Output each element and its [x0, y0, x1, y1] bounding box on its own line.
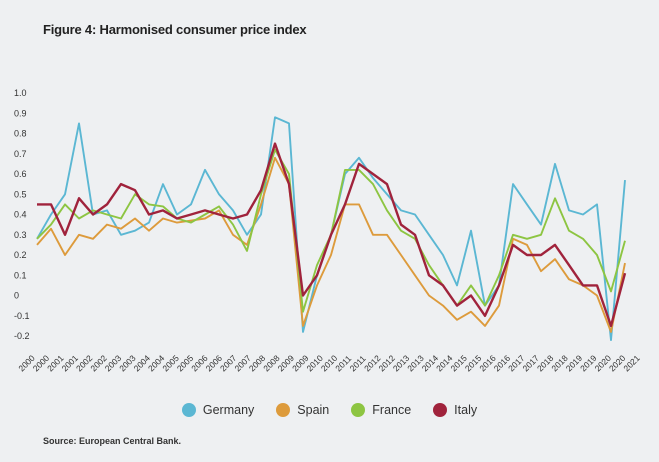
series-line-spain	[36, 156, 626, 333]
y-tick-label: 0.6	[14, 169, 27, 179]
x-tick-label: 2021	[621, 353, 642, 374]
legend-label: Spain	[297, 403, 330, 417]
y-tick-label: 0.3	[14, 230, 27, 240]
y-tick-label: 0.7	[14, 149, 27, 159]
x-axis: 2000200020012001200220022003200320042004…	[16, 353, 642, 374]
y-tick-label: 0.2	[14, 250, 27, 260]
y-tick-label: -0.1	[14, 311, 30, 321]
chart-title: Figure 4: Harmonised consumer price inde…	[43, 22, 307, 37]
legend-label: France	[372, 403, 412, 417]
series-line-italy	[37, 142, 627, 328]
legend-label: Germany	[202, 403, 255, 417]
series-line-germany	[36, 116, 626, 342]
y-tick-label: 1.0	[14, 88, 27, 98]
legend-swatch	[276, 403, 291, 417]
series-lines	[36, 116, 627, 342]
legend-item-germany: Germany	[181, 403, 255, 417]
legend-swatch	[181, 403, 196, 417]
source-note: Source: European Central Bank.	[43, 436, 182, 446]
y-axis: 1.0 0.9 0.8 0.7 0.6 0.5 0.4 0.3 0.2 0.1 0 -0.1 -0.2	[14, 88, 30, 341]
y-tick-label: 0.4	[14, 210, 27, 220]
legend-item-france: France	[351, 403, 411, 417]
y-tick-label: 0.8	[14, 129, 27, 139]
legend-item-italy: Italy	[433, 403, 477, 417]
y-tick-label: 0.9	[14, 108, 27, 118]
series-line-france	[36, 148, 626, 313]
legend-label: Italy	[454, 403, 478, 417]
y-tick-label: -0.2	[14, 331, 30, 341]
legend-swatch	[351, 403, 366, 417]
legend-item-spain: Spain	[276, 403, 329, 417]
legend-swatch	[433, 403, 448, 417]
y-tick-label: 0.5	[14, 189, 27, 199]
y-tick-label: 0.1	[14, 270, 27, 280]
y-tick-label: 0	[14, 291, 19, 301]
legend: Germany Spain France Italy	[0, 403, 659, 417]
